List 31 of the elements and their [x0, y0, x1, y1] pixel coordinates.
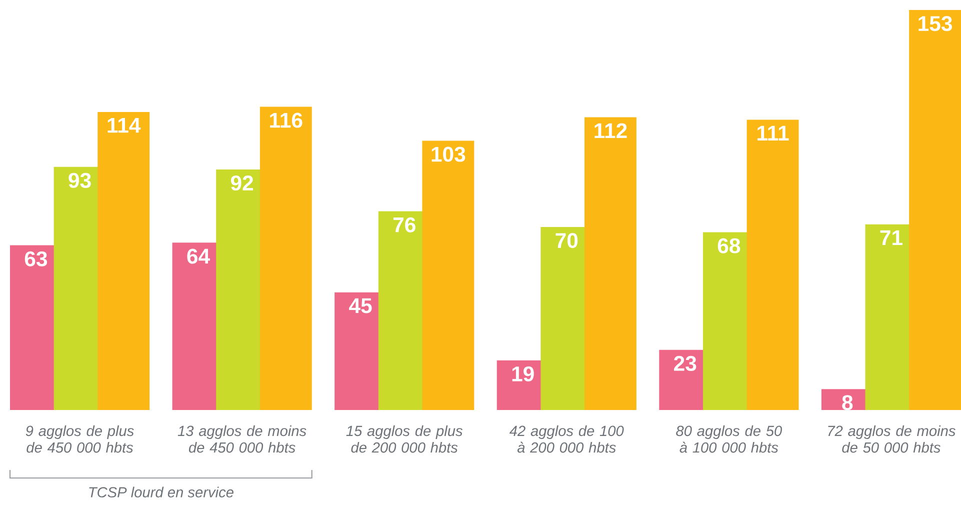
bar: [260, 106, 312, 410]
data-label: 112: [594, 123, 627, 138]
bar: [422, 140, 474, 410]
x-tick-label: 72 agglos de moins de 50 000 hbts: [828, 425, 956, 453]
data-label: 71: [880, 230, 902, 246]
x-tick-label: 13 agglos de moins de 450 000 hbts: [178, 425, 306, 453]
x-tick-label: 80 agglos de 50 à 100 000 hbts: [676, 425, 782, 453]
data-label: 64: [187, 248, 210, 264]
data-label: 92: [230, 176, 254, 191]
data-label: 68: [718, 238, 740, 254]
bar: [584, 117, 636, 410]
data-label: 103: [432, 146, 466, 162]
data-label: 45: [349, 298, 372, 314]
text: TCSP lourd en service: [89, 486, 234, 498]
data-label: 63: [24, 251, 48, 266]
data-label: 116: [270, 112, 302, 128]
bar: [98, 112, 150, 410]
data-label: 93: [68, 172, 91, 188]
x-tick-label: 15 agglos de plus de 200 000 hbts: [346, 425, 463, 453]
data-label: 23: [674, 356, 696, 371]
data-label: 70: [556, 233, 578, 248]
x-tick-label: 9 agglos de plus de 450 000 hbts: [26, 425, 134, 453]
data-label: 8: [842, 395, 853, 410]
bar: [746, 120, 799, 410]
bar: [909, 10, 961, 410]
data-label: 153: [918, 16, 952, 32]
x-tick-label: 42 agglos de 100 à 200 000 hbts: [509, 425, 624, 453]
data-label: 76: [393, 217, 416, 232]
data-label: 114: [108, 118, 141, 133]
data-label: 19: [512, 366, 534, 382]
data-label: 111: [758, 126, 789, 140]
